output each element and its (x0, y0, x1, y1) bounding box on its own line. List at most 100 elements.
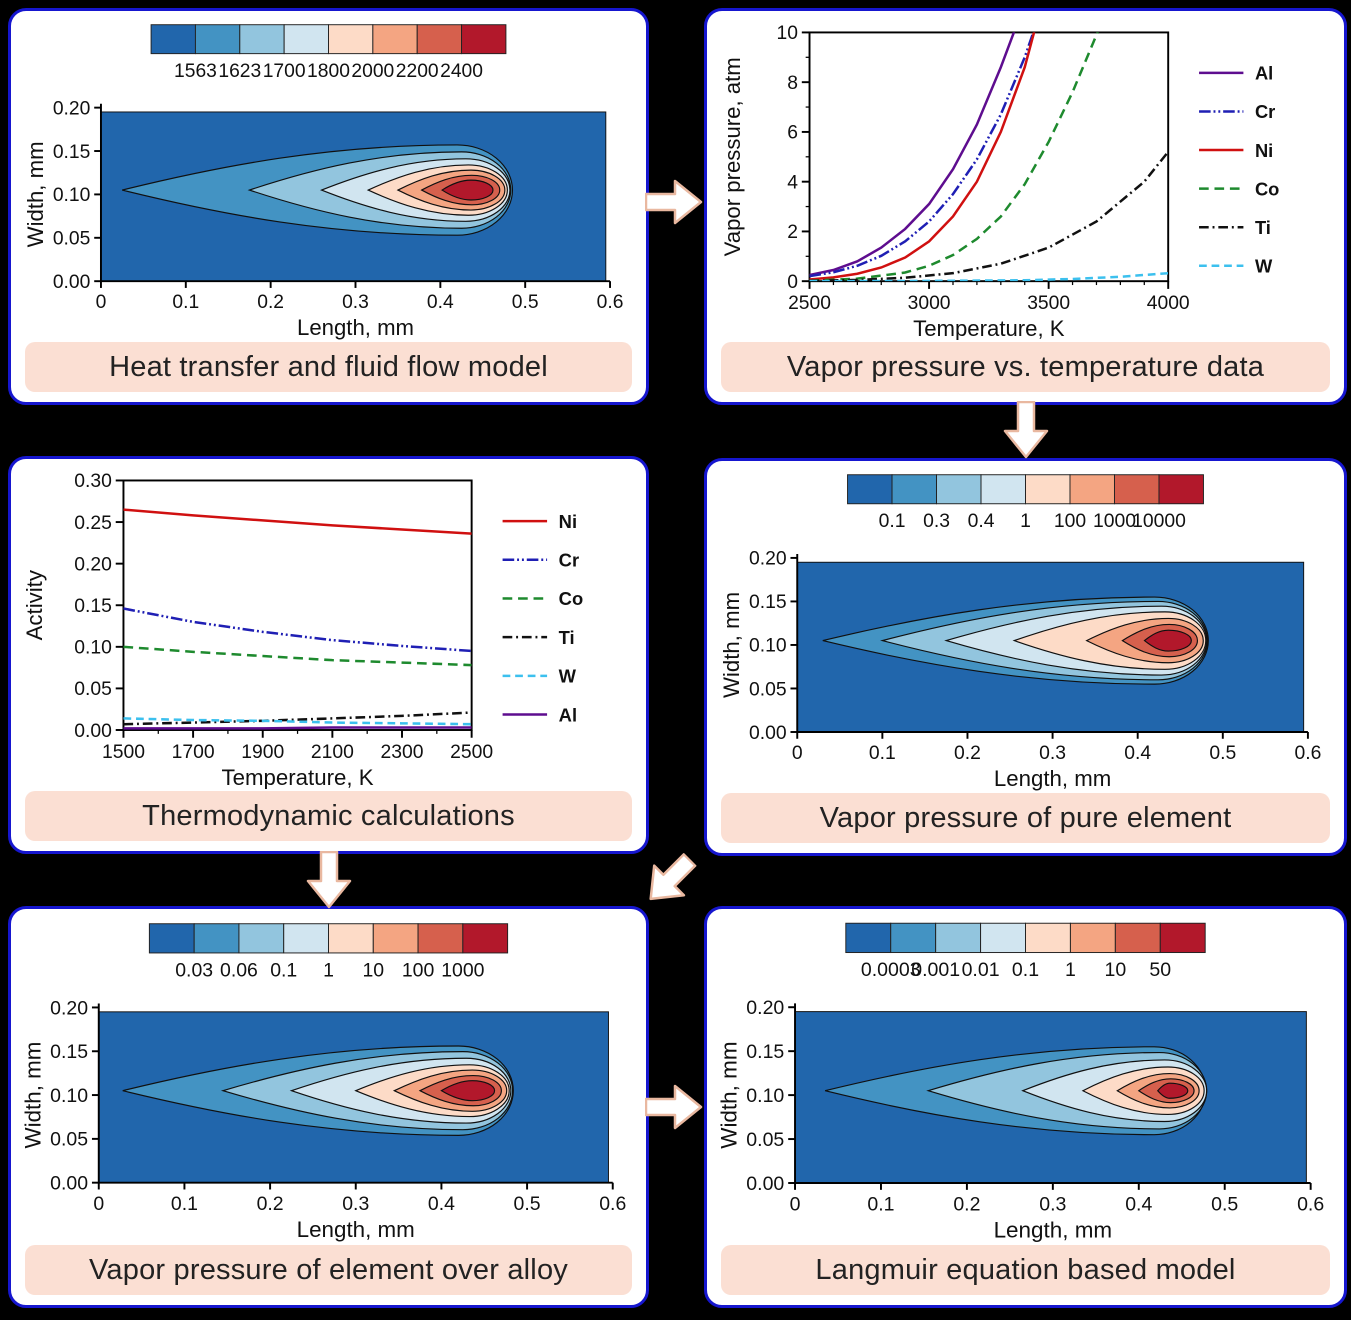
svg-text:Al: Al (1255, 63, 1273, 84)
svg-text:2: 2 (787, 222, 798, 243)
svg-text:0.4: 0.4 (968, 510, 995, 532)
svg-text:0: 0 (93, 1193, 104, 1215)
svg-text:0.3: 0.3 (342, 1193, 369, 1215)
svg-text:2400: 2400 (440, 61, 483, 82)
svg-text:0.4: 0.4 (427, 292, 454, 313)
svg-text:100: 100 (402, 959, 435, 981)
svg-text:1563: 1563 (174, 61, 217, 82)
svg-text:0.2: 0.2 (954, 742, 981, 764)
svg-text:Width, mm: Width, mm (23, 141, 48, 247)
panel-over-alloy: 0.03 0.06 0.1 1 10 100 1000 0 0.1 0.2 0.3 0.4 0.5 0.6… (8, 906, 649, 1308)
svg-text:Cr: Cr (559, 550, 579, 571)
svg-text:0.1: 0.1 (1012, 959, 1039, 981)
panel-label-text: Langmuir equation based model (815, 1253, 1236, 1286)
svg-text:W: W (559, 666, 577, 687)
panel-langmuir: 0.0003 0.001 0.01 0.1 1 10 50 0 0.1 0.2 0.3 0.4 0.5 0… (704, 906, 1347, 1308)
svg-text:1000: 1000 (441, 959, 484, 981)
svg-text:1: 1 (1065, 959, 1076, 981)
panel-label-pure-element: Vapor pressure of pure element (721, 793, 1330, 843)
arrow-down-thermo-to-alloy-icon (305, 850, 353, 914)
svg-text:0: 0 (790, 1193, 801, 1215)
svg-text:Ni: Ni (559, 511, 577, 532)
svg-text:0.10: 0.10 (746, 1085, 784, 1107)
panel-label-over-alloy: Vapor pressure of element over alloy (25, 1245, 632, 1295)
svg-text:0.2: 0.2 (257, 1193, 284, 1215)
svg-text:0.001: 0.001 (911, 959, 960, 981)
svg-text:50: 50 (1149, 959, 1171, 981)
svg-text:0.3: 0.3 (1039, 742, 1066, 764)
svg-text:0.00: 0.00 (50, 1172, 88, 1194)
svg-text:0.10: 0.10 (749, 635, 787, 657)
svg-text:0.2: 0.2 (257, 292, 284, 313)
svg-text:0.20: 0.20 (746, 997, 784, 1019)
svg-text:0.15: 0.15 (746, 1041, 784, 1063)
svg-text:Ni: Ni (1255, 140, 1273, 161)
svg-text:0: 0 (96, 292, 107, 313)
svg-text:Length, mm: Length, mm (994, 766, 1111, 791)
svg-text:2500: 2500 (788, 293, 831, 314)
svg-text:0.5: 0.5 (514, 1193, 541, 1215)
svg-text:Activity: Activity (22, 569, 47, 640)
svg-text:Temperature, K: Temperature, K (913, 316, 1065, 340)
panel-label-text: Vapor pressure of pure element (819, 801, 1232, 834)
svg-text:0.4: 0.4 (1124, 742, 1151, 764)
svg-text:0.1: 0.1 (171, 1193, 198, 1215)
svg-text:0.03: 0.03 (175, 959, 213, 981)
svg-text:4000: 4000 (1147, 293, 1190, 314)
svg-text:0.1: 0.1 (869, 742, 896, 764)
svg-text:1800: 1800 (307, 61, 350, 82)
svg-text:0.20: 0.20 (74, 553, 112, 575)
svg-text:Width, mm: Width, mm (719, 592, 744, 698)
svg-text:0.6: 0.6 (597, 292, 624, 313)
svg-text:0.01: 0.01 (962, 959, 1000, 981)
svg-text:0.25: 0.25 (74, 512, 112, 534)
panel-label-heat-model: Heat transfer and fluid flow model (25, 342, 632, 392)
svg-text:Co: Co (559, 588, 583, 609)
svg-text:2500: 2500 (450, 741, 493, 763)
panel-pure-element: 0.1 0.3 0.4 1 100 1000 10000 0 0.1 0.2 0.3 0.4 0.5 0.… (704, 458, 1347, 856)
panel-label-text: Vapor pressure of element over alloy (89, 1253, 568, 1286)
svg-text:Ti: Ti (559, 627, 575, 648)
panel-thermodynamic: 1500 1700 1900 2100 2300 2500 0.00 0.05 0.10 0.15… (8, 456, 649, 854)
svg-text:0.10: 0.10 (74, 637, 112, 659)
arrow-down-vapordata-to-pure-icon (1002, 400, 1050, 464)
svg-text:0.20: 0.20 (50, 997, 88, 1019)
svg-text:8: 8 (787, 73, 798, 94)
svg-text:0.00: 0.00 (74, 720, 112, 742)
svg-text:0.4: 0.4 (1125, 1193, 1152, 1215)
svg-text:1700: 1700 (172, 741, 215, 763)
svg-text:1900: 1900 (241, 741, 284, 763)
svg-text:0.20: 0.20 (53, 98, 91, 119)
svg-text:2000: 2000 (351, 61, 394, 82)
svg-text:Co: Co (1255, 178, 1279, 199)
chart-vapor-pressure-over-alloy: 0.03 0.06 0.1 1 10 100 1000 0 0.1 0.2 0.3 0.4 0.5 0.6… (20, 923, 626, 1242)
chart-vapor-pressure-temperature: 2500 3000 3500 4000 0 2 4 6 8 10 Al Cr Ni Co Ti W Temper… (720, 23, 1279, 340)
svg-text:2300: 2300 (381, 741, 424, 763)
svg-text:3500: 3500 (1027, 293, 1070, 314)
svg-text:1: 1 (323, 959, 334, 981)
panel-label-vapor-pressure-data: Vapor pressure vs. temperature data (721, 342, 1330, 392)
svg-text:Length, mm: Length, mm (994, 1218, 1113, 1243)
panel-label-thermodynamic: Thermodynamic calculations (25, 791, 632, 841)
svg-text:0.5: 0.5 (1209, 742, 1236, 764)
svg-text:0.15: 0.15 (749, 591, 787, 613)
panel-heat-model: 1563 1623 1700 1800 2000 2200 2400 0 0.1 0.2 0.3 0.… (8, 8, 649, 405)
svg-text:Temperature, K: Temperature, K (222, 765, 374, 789)
svg-text:0.2: 0.2 (953, 1193, 980, 1215)
arrow-right-heat-to-vapordata-icon (644, 178, 703, 231)
svg-text:0.3: 0.3 (923, 510, 950, 532)
svg-text:3000: 3000 (908, 293, 951, 314)
svg-text:1500: 1500 (102, 741, 145, 763)
svg-text:1: 1 (1020, 510, 1031, 532)
svg-text:0.1: 0.1 (879, 510, 906, 532)
svg-text:0.05: 0.05 (746, 1129, 784, 1151)
svg-text:Length, mm: Length, mm (297, 315, 414, 340)
svg-text:0.1: 0.1 (270, 959, 297, 981)
svg-text:0.00: 0.00 (53, 272, 91, 293)
svg-text:Length, mm: Length, mm (297, 1217, 415, 1242)
svg-text:0.05: 0.05 (749, 678, 787, 700)
svg-text:0.00: 0.00 (746, 1173, 784, 1195)
svg-text:0.5: 0.5 (512, 292, 539, 313)
